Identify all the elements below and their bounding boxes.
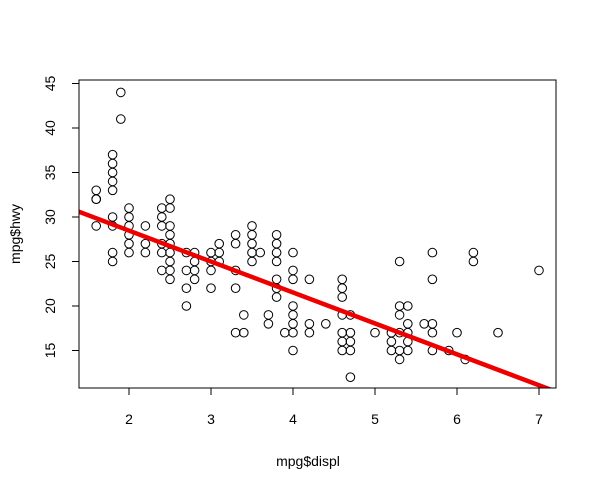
data-point — [394, 310, 405, 320]
data-point — [230, 283, 241, 294]
data-point — [239, 327, 249, 338]
data-point — [181, 301, 192, 311]
data-point — [288, 274, 298, 285]
data-point — [140, 247, 151, 258]
data-point — [427, 247, 438, 258]
data-point — [239, 310, 249, 320]
data-point — [403, 345, 413, 356]
data-point — [427, 327, 438, 338]
data-point — [255, 247, 266, 258]
data-point — [165, 274, 175, 285]
data-point — [165, 203, 175, 213]
data-point — [206, 283, 216, 294]
data-point — [370, 327, 380, 338]
data-point — [304, 327, 315, 338]
data-point — [468, 256, 479, 267]
x-tick-label: 3 — [207, 411, 215, 427]
x-axis: 2 3 4 5 6 7 — [125, 387, 543, 427]
data-point — [288, 327, 298, 338]
data-point — [91, 194, 101, 204]
x-tick-label: 6 — [453, 411, 461, 427]
data-point — [321, 319, 331, 329]
data-point — [345, 345, 356, 356]
x-axis-label: mpg$displ — [276, 453, 340, 469]
data-point — [394, 354, 405, 365]
data-point — [230, 238, 241, 249]
data-point — [206, 265, 216, 276]
data-point — [394, 256, 405, 267]
data-point — [107, 185, 118, 196]
data-point — [140, 221, 151, 231]
y-tick-label: 20 — [42, 298, 58, 314]
y-tick-label: 15 — [42, 343, 58, 359]
data-point — [263, 319, 274, 329]
data-point — [116, 114, 126, 124]
data-point — [91, 221, 101, 231]
x-tick-label: 4 — [289, 411, 297, 427]
data-point — [493, 327, 503, 338]
data-point — [116, 87, 126, 98]
data-point — [271, 256, 282, 267]
data-point — [181, 283, 192, 294]
regression-line — [79, 209, 553, 388]
data-point — [189, 274, 200, 285]
data-point — [124, 247, 134, 258]
y-tick-label: 40 — [42, 120, 58, 136]
data-point — [337, 292, 348, 302]
y-tick-label: 25 — [42, 254, 58, 270]
data-point — [247, 256, 257, 267]
x-tick-label: 2 — [125, 411, 133, 427]
x-tick-label: 7 — [535, 411, 543, 427]
data-point — [288, 247, 298, 258]
y-tick-label: 30 — [42, 209, 58, 225]
data-point — [271, 292, 282, 302]
x-tick-label: 5 — [371, 411, 379, 427]
data-point — [345, 372, 356, 383]
y-axis: 15 20 25 30 35 40 45 — [42, 76, 80, 359]
data-point — [107, 256, 118, 267]
data-point — [403, 301, 413, 311]
data-point — [288, 345, 298, 356]
data-point — [452, 327, 462, 338]
y-axis-label: mpg$hwy — [7, 204, 23, 264]
data-point — [427, 274, 438, 285]
regression-layer — [79, 209, 553, 388]
y-tick-label: 45 — [42, 76, 58, 92]
data-point — [534, 265, 544, 276]
data-point — [304, 274, 315, 285]
y-tick-label: 35 — [42, 165, 58, 181]
